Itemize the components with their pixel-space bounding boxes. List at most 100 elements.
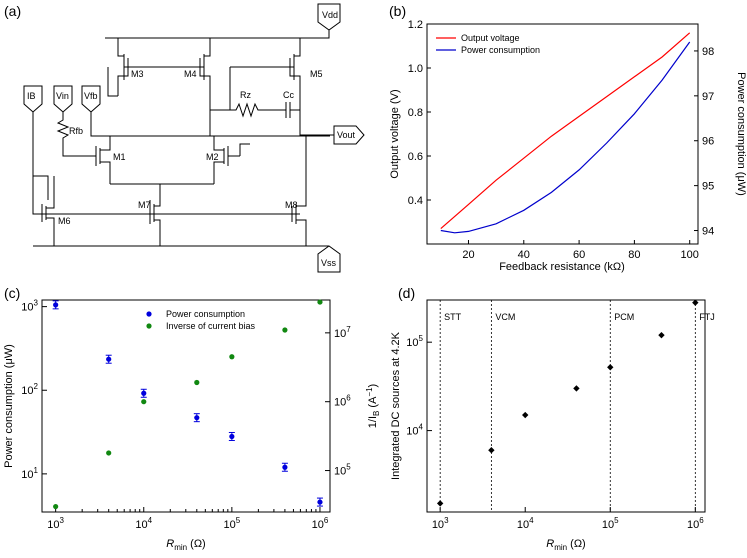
panel-b-chart: (b) 20 40 60 80 100 0.4 0.6 0.8 1.0 1.2 94 95 96 97 98… <box>389 3 747 273</box>
vin-pad: Vin <box>53 85 73 113</box>
panel-b-plot-frame <box>426 23 699 245</box>
c-ytick-right-label-1-base: 10 <box>334 397 346 409</box>
m2-label: M2 <box>206 152 219 162</box>
panel-d-label: (d) <box>398 285 415 301</box>
m7-label: M7 <box>138 200 151 210</box>
panel-d-xlabel-r: R <box>546 538 554 550</box>
b-xtick-label-1: 40 <box>518 249 530 261</box>
c-ytick-right-label-1-exp: 6 <box>346 394 351 403</box>
panel-c-ylabel-right-main: 1/I <box>367 416 379 428</box>
c-ytick-label-1-exp: 2 <box>34 382 39 391</box>
c-inverse-point-1 <box>106 450 112 456</box>
d-xtick-label-2: 105 <box>602 516 619 531</box>
panel-b-legend: Output voltage Power consumption <box>436 33 540 55</box>
c-power-point-0 <box>53 302 59 308</box>
c-inverse-point-5 <box>282 327 288 333</box>
c-ytick-right-label-1: 106 <box>334 394 351 409</box>
vout-label: Vout <box>337 130 356 140</box>
panel-d-series <box>436 299 699 507</box>
d-xtick-label-2-base: 10 <box>602 519 614 531</box>
panel-c-plot-frame <box>41 299 331 513</box>
c-ytick-right-label-2: 107 <box>334 325 351 340</box>
d-point-2 <box>522 411 529 419</box>
d-xtick-label-3-base: 10 <box>687 519 699 531</box>
panel-d-plot-frame <box>426 299 706 513</box>
vfb-pad: Vfb <box>81 85 101 113</box>
d-point-3 <box>573 385 580 392</box>
panel-a-circuit: (a) Vdd Vss IB Vin Vfb Vout <box>4 3 365 273</box>
c-xtick-label-3-base: 10 <box>312 519 324 531</box>
panel-c-ylabel-right-close: ) <box>367 384 379 388</box>
c-ytick-right-label-0-base: 10 <box>334 466 346 478</box>
panel-c-xlabel-unit: (Ω) <box>187 538 206 550</box>
d-xtick-label-1-exp: 4 <box>529 516 534 525</box>
c-power-point-5 <box>282 464 288 470</box>
transistor-m5: M5 <box>210 38 334 136</box>
d-xtick-label-0-base: 10 <box>432 519 444 531</box>
legend-power-marker <box>146 311 152 317</box>
d-ytick-label-0-base: 10 <box>406 426 418 438</box>
c-xtick-label-0-exp: 3 <box>60 516 65 525</box>
panel-c-ylabel: Power consumption (μW) <box>3 344 15 468</box>
c-xtick-label-2-base: 10 <box>224 519 236 531</box>
b-ytick-right-label-3: 97 <box>702 91 714 103</box>
m5-label: M5 <box>310 69 323 79</box>
rfb-resistor: Rfb <box>56 112 330 157</box>
panel-c-ylabel-right-sub: B <box>372 411 381 416</box>
ib-label: IB <box>27 91 36 101</box>
d-region-label-2: PCM <box>614 312 634 322</box>
legend-power-consumption: Power consumption <box>461 45 540 55</box>
b-ytick-right-label-2: 96 <box>702 136 714 148</box>
c-xtick-label-2-exp: 5 <box>236 516 241 525</box>
c-inverse-point-2 <box>141 399 147 405</box>
vdd-pad: Vdd <box>317 3 341 31</box>
d-region-label-3: FTJ <box>699 312 715 322</box>
panel-d-ylabel: Integrated DC sources at 4.2K <box>390 331 402 480</box>
cc-label: Cc <box>283 90 294 100</box>
d-xtick-label-1-base: 10 <box>517 519 529 531</box>
rz-resistor: Rz <box>230 90 280 118</box>
vin-label: Vin <box>56 91 69 101</box>
panel-d-regions: STT VCM PCM FTJ <box>439 300 715 512</box>
b-ytick-right-label-1: 95 <box>702 181 714 193</box>
transistor-m8: M8 <box>285 135 307 246</box>
power-consumption-line <box>440 41 691 234</box>
panel-c-ylabel-right: 1/IB (A−1) <box>365 384 381 428</box>
panel-b-ticks: 20 40 60 80 100 0.4 0.6 0.8 1.0 1.2 94 95 96 97 98 <box>408 19 715 261</box>
d-xtick-label-0-exp: 3 <box>444 516 449 525</box>
transistor-m2: M2 <box>206 136 250 184</box>
ib-pad: IB <box>23 85 43 113</box>
c-ytick-label-2: 103 <box>21 299 38 314</box>
d-xtick-label-0: 103 <box>432 516 449 531</box>
legend-output-voltage: Output voltage <box>461 33 520 43</box>
d-region-label-0: STT <box>444 312 462 322</box>
panel-c-xlabel-r: R <box>166 538 174 550</box>
d-ytick-label-1-exp: 5 <box>419 334 424 343</box>
transistor-m1: M1 <box>84 136 126 184</box>
panel-b-ylabel-right: Power consumption (μW) <box>735 72 747 196</box>
panel-d-xlabel: Rmin (Ω) <box>546 538 585 552</box>
panel-d-xlabel-unit: (Ω) <box>567 538 586 550</box>
m3-label: M3 <box>131 69 144 79</box>
c-ytick-label-2-exp: 3 <box>34 299 39 308</box>
panel-b-ylabel: Output voltage (V) <box>389 89 401 178</box>
vdd-rail <box>105 30 330 39</box>
b-ytick-right-label-4: 98 <box>702 46 714 58</box>
vss-label: Vss <box>321 258 337 268</box>
panel-c-ylabel-right-unit: (A <box>367 396 379 411</box>
d-point-5 <box>658 331 665 339</box>
c-xtick-label-1: 104 <box>135 516 152 531</box>
c-ytick-label-1-base: 10 <box>21 385 33 397</box>
rz-label: Rz <box>240 90 251 100</box>
b-ytick-right-label-0: 94 <box>702 226 714 238</box>
panel-a-label: (a) <box>4 3 21 19</box>
legend-power-consumption-c: Power consumption <box>166 309 245 319</box>
m8-label: M8 <box>285 200 298 210</box>
d-point-4 <box>607 364 614 371</box>
panel-c-ylabel-right-sup: −1 <box>365 387 374 397</box>
b-xtick-label-3: 80 <box>628 249 640 261</box>
cc-capacitor: Cc <box>280 90 300 118</box>
